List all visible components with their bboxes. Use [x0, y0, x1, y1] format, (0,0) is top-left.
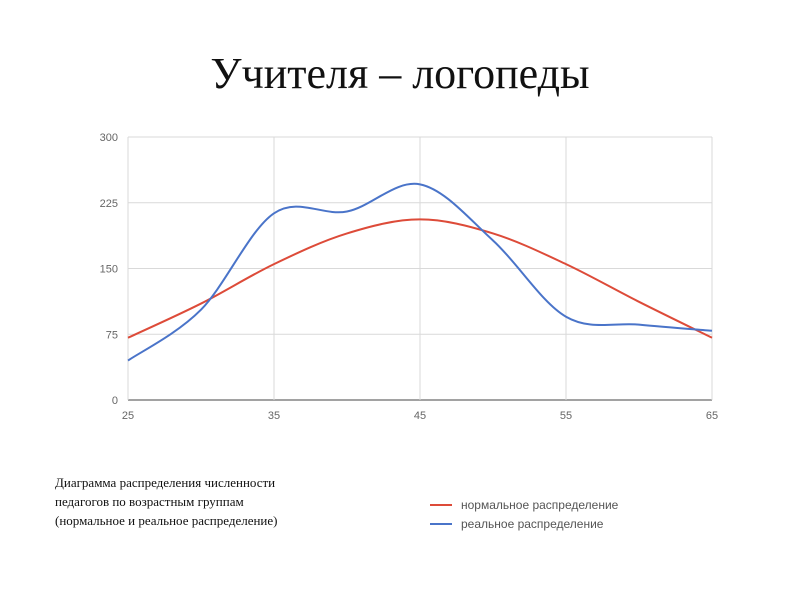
x-tick-label: 65: [706, 410, 718, 422]
chart-grid: [127, 136, 713, 401]
y-tick-label: 225: [100, 198, 118, 210]
chart-series: [127, 182, 713, 362]
chart-legend: нормальное распределение реальное распре…: [430, 495, 618, 533]
x-tick-label: 25: [122, 410, 134, 422]
caption-line-2: педагогов по возрастным группам: [55, 494, 244, 509]
legend-swatch-normal: [430, 503, 452, 506]
page-title: Учителя – логопеды: [210, 49, 590, 98]
series-line-normal: [127, 218, 713, 339]
chart-ticks: 0 75 150 225 300 25 35 45 55 65: [100, 132, 718, 422]
y-tick-label: 300: [100, 132, 118, 144]
legend-label-normal: нормальное распределение: [461, 497, 619, 512]
y-tick-label: 0: [112, 395, 118, 407]
x-tick-label: 45: [414, 410, 426, 422]
chart-caption: Диаграмма распределения численности педа…: [55, 473, 355, 530]
line-chart: 0 75 150 225 300 25 35 45 55 65: [100, 132, 718, 422]
caption-line-3: (нормальное и реальное распределение): [55, 513, 278, 528]
y-tick-label: 75: [106, 329, 118, 341]
x-tick-label: 35: [268, 410, 280, 422]
legend-item-normal: нормальное распределение: [430, 495, 618, 514]
y-tick-label: 150: [100, 264, 118, 276]
series-line-real: [127, 182, 713, 362]
legend-label-real: реальное распределение: [461, 516, 604, 531]
legend-swatch-real: [430, 522, 452, 525]
x-tick-label: 55: [560, 410, 572, 422]
legend-item-real: реальное распределение: [430, 514, 618, 533]
caption-line-1: Диаграмма распределения численности: [55, 475, 276, 490]
